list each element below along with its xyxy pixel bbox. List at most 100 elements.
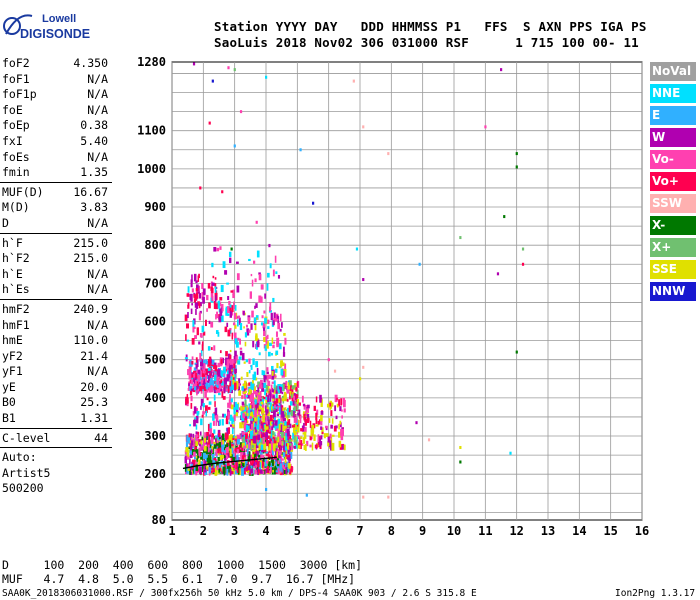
- echo-point: [222, 389, 225, 392]
- echo-point: [216, 443, 219, 446]
- echo-point: [281, 411, 285, 418]
- echo-point: [234, 365, 237, 370]
- echo-point: [267, 419, 270, 426]
- echo-point: [264, 345, 268, 351]
- sparse-echo-point: [387, 152, 390, 156]
- echo-point: [207, 358, 211, 364]
- echo-point: [204, 386, 207, 392]
- echo-point: [197, 275, 200, 282]
- sparse-echo-point: [255, 220, 258, 224]
- echo-point: [285, 428, 287, 435]
- echo-point: [195, 464, 199, 472]
- echo-point: [252, 358, 255, 365]
- echo-point: [279, 459, 282, 463]
- echo-point: [258, 295, 262, 303]
- echo-point: [205, 319, 207, 327]
- echo-point: [264, 468, 267, 475]
- echo-point: [287, 442, 290, 450]
- echo-point: [281, 395, 285, 399]
- echo-point: [278, 343, 282, 350]
- echo-point: [230, 380, 232, 383]
- echo-point: [277, 467, 280, 475]
- echo-point: [221, 370, 224, 377]
- sparse-echo-point: [509, 451, 512, 455]
- echo-point: [188, 361, 191, 364]
- echo-point: [199, 465, 203, 468]
- echo-point: [277, 460, 280, 465]
- echo-point: [262, 382, 265, 388]
- echo-point: [284, 407, 287, 411]
- echo-point: [239, 433, 242, 440]
- echo-point: [246, 446, 249, 455]
- echo-point: [193, 293, 196, 299]
- echo-point: [285, 432, 288, 441]
- echo-point: [255, 446, 257, 455]
- param-name: hmF2: [2, 301, 30, 316]
- echo-point: [255, 427, 257, 433]
- echo-point: [228, 360, 231, 364]
- echo-point: [280, 435, 283, 440]
- echo-point: [266, 409, 269, 414]
- echo-point: [184, 456, 187, 464]
- echo-point: [302, 432, 306, 435]
- echo-point: [274, 440, 277, 448]
- echo-point: [214, 286, 217, 293]
- echo-point: [231, 422, 234, 429]
- echo-point: [227, 453, 230, 458]
- echo-point: [266, 341, 269, 349]
- echo-point: [198, 451, 201, 459]
- echo-point: [212, 465, 215, 472]
- echo-point: [317, 434, 320, 443]
- echo-point: [191, 356, 194, 361]
- echo-point: [283, 346, 285, 353]
- echo-point: [320, 410, 324, 415]
- echo-point: [199, 333, 203, 338]
- echo-point: [261, 396, 264, 401]
- echo-point: [225, 388, 229, 392]
- echo-point: [265, 411, 268, 416]
- echo-point: [250, 364, 253, 370]
- echo-point: [261, 461, 264, 467]
- echo-point: [220, 435, 223, 442]
- echo-point: [266, 367, 269, 372]
- echo-point: [224, 444, 227, 449]
- echo-point: [256, 430, 259, 436]
- echo-point: [217, 362, 221, 367]
- echo-point: [256, 339, 260, 348]
- echo-point: [242, 455, 245, 461]
- echo-point: [272, 443, 276, 452]
- param-name: yF2: [2, 348, 23, 363]
- echo-point: [206, 308, 208, 312]
- echo-point: [285, 443, 288, 447]
- echo-point: [269, 406, 271, 412]
- echo-point: [232, 383, 235, 391]
- echo-point: [243, 451, 246, 456]
- echo-point: [221, 419, 224, 426]
- echo-point: [254, 377, 258, 381]
- echo-point: [202, 411, 205, 415]
- echo-point: [215, 381, 218, 386]
- echo-point: [201, 325, 205, 333]
- echo-point: [193, 406, 197, 414]
- echo-point: [240, 376, 243, 380]
- param-row: hmE 110.0: [0, 333, 112, 349]
- echo-point: [248, 329, 251, 333]
- echo-point: [221, 391, 224, 398]
- sparse-echo-point: [521, 247, 525, 251]
- x-tick-label: 14: [572, 524, 586, 538]
- echo-point: [272, 419, 275, 428]
- echo-point: [214, 283, 217, 289]
- echo-point: [199, 444, 202, 452]
- echo-point: [338, 399, 341, 407]
- x-tick-label: 8: [388, 524, 395, 538]
- echo-point: [216, 438, 220, 444]
- echo-point: [200, 350, 203, 357]
- echo-point: [275, 271, 278, 274]
- echo-point: [218, 441, 222, 449]
- param-name: h`E: [2, 266, 23, 281]
- echo-point: [267, 465, 269, 474]
- echo-point: [285, 437, 288, 445]
- echo-point: [226, 282, 229, 285]
- echo-point: [241, 401, 244, 405]
- echo-point: [188, 373, 192, 380]
